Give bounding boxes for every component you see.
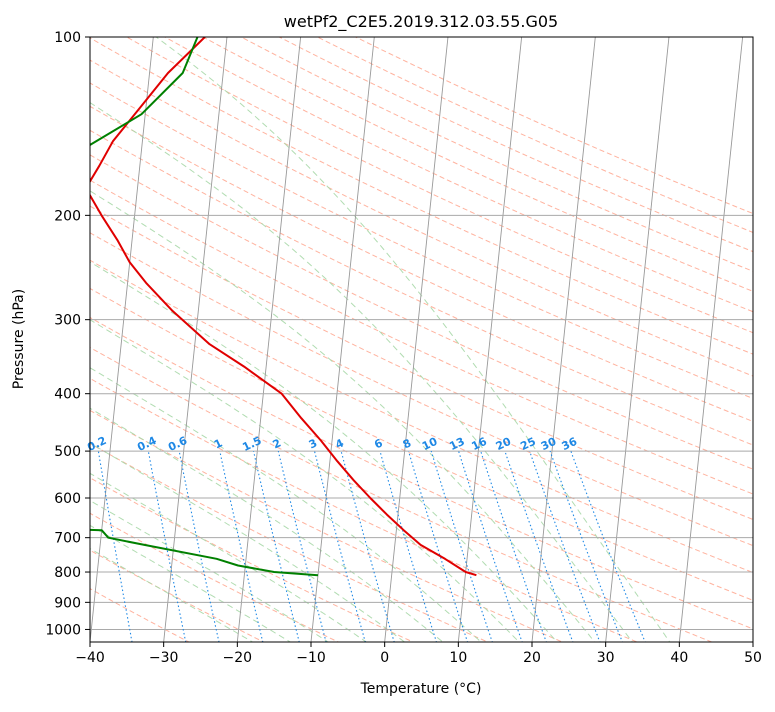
x-tick-label: 50: [744, 650, 762, 666]
x-tick-label: 0: [380, 650, 389, 666]
y-tick-label: 600: [54, 491, 81, 507]
x-tick-label: −20: [223, 650, 253, 666]
y-tick-label: 200: [54, 208, 81, 224]
x-tick-label: 30: [597, 650, 615, 666]
x-axis-label: Temperature (°C): [360, 681, 482, 697]
y-tick-label: 900: [54, 595, 81, 611]
y-tick-label: 400: [54, 387, 81, 403]
y-tick-label: 500: [54, 444, 81, 460]
y-tick-label: 300: [54, 313, 81, 329]
x-tick-label: 40: [670, 650, 688, 666]
x-tick-label: −10: [296, 650, 326, 666]
y-tick-label: 800: [54, 565, 81, 581]
y-tick-label: 100: [54, 30, 81, 46]
y-tick-label: 700: [54, 531, 81, 547]
y-tick-label: 1000: [45, 622, 81, 638]
x-tick-label: 20: [523, 650, 541, 666]
x-tick-label: 10: [449, 650, 467, 666]
x-tick-label: −40: [75, 650, 105, 666]
chart-title: wetPf2_C2E5.2019.312.03.55.G05: [284, 12, 558, 32]
x-tick-label: −30: [149, 650, 179, 666]
y-axis-label: Pressure (hPa): [11, 289, 27, 389]
